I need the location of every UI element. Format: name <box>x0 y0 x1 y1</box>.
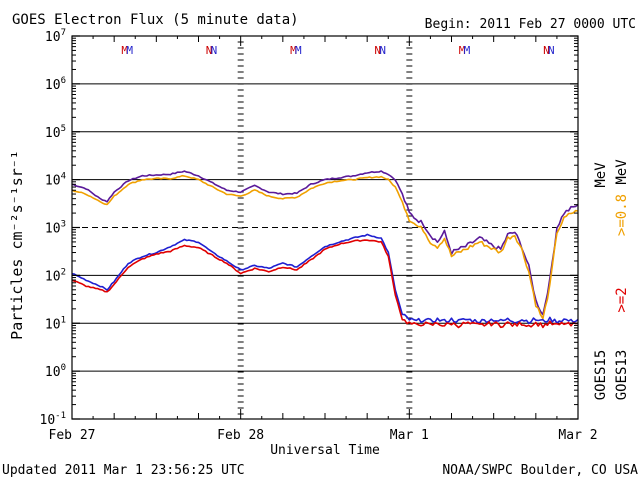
satellite-markers: MM NN MM NN MM NN <box>121 44 554 57</box>
series-line-1 <box>71 174 579 320</box>
legend-sat-15: GOES15 <box>593 350 609 401</box>
y-tick-label: 106 <box>45 76 66 93</box>
x-tick-label: Feb 27 <box>49 428 96 443</box>
x-tick-label: Mar 2 <box>558 428 597 443</box>
marker-label: N <box>548 44 555 57</box>
legend-energy-2-label: >=2 <box>614 287 630 312</box>
legend-energy-08-unit: MeV <box>593 162 609 188</box>
updated-timestamp: Updated 2011 Mar 1 23:56:25 UTC <box>2 463 245 478</box>
x-tick-label: Feb 28 <box>217 428 264 443</box>
legend-energy-08-label: >=0.8 <box>614 194 630 236</box>
y-tick-label: 10-1 <box>40 411 67 428</box>
marker-label: N <box>206 44 213 57</box>
marker-label: N <box>211 44 218 57</box>
y-axis-label: Particles cm⁻²s⁻¹sr⁻¹ <box>8 150 26 340</box>
marker-label: M <box>121 44 128 57</box>
x-axis: Feb 27 Feb 28 Mar 1 Mar 2 <box>49 36 598 443</box>
source-credit: NOAA/SWPC Boulder, CO USA <box>442 463 638 478</box>
y-tick-label: 107 <box>45 28 66 45</box>
series-layer <box>71 170 579 329</box>
marker-label: N <box>374 44 381 57</box>
y-tick-label: 104 <box>45 172 66 189</box>
grid-lines <box>72 35 578 415</box>
series-line-3 <box>71 239 579 329</box>
y-tick-label: 103 <box>45 220 66 237</box>
marker-label: M <box>290 44 297 57</box>
y-tick-label: 105 <box>45 124 66 141</box>
x-tick-label: Mar 1 <box>390 428 429 443</box>
y-tick-label: 100 <box>45 363 66 380</box>
series-line-0 <box>71 170 579 316</box>
marker-label: N <box>379 44 386 57</box>
series-line-2 <box>71 233 579 325</box>
marker-label: M <box>459 44 466 57</box>
y-tick-label: 102 <box>45 267 66 284</box>
x-axis-label: Universal Time <box>270 443 380 458</box>
marker-label: M <box>126 44 133 57</box>
legend-sat-13: GOES13 <box>614 350 630 401</box>
marker-label: M <box>295 44 302 57</box>
marker-label: M <box>464 44 471 57</box>
begin-label: Begin: 2011 Feb 27 0000 UTC <box>425 17 636 32</box>
marker-label: N <box>543 44 550 57</box>
chart-title: GOES Electron Flux (5 minute data) <box>12 12 299 28</box>
y-tick-label: 101 <box>45 315 66 332</box>
legend: MeV >=0.8 MeV >=2 GOES15 GOES13 <box>593 159 630 400</box>
y-axis: 107 106 105 104 103 102 101 100 10-1 <box>40 28 578 428</box>
legend-energy-08-mev: MeV <box>614 159 630 185</box>
